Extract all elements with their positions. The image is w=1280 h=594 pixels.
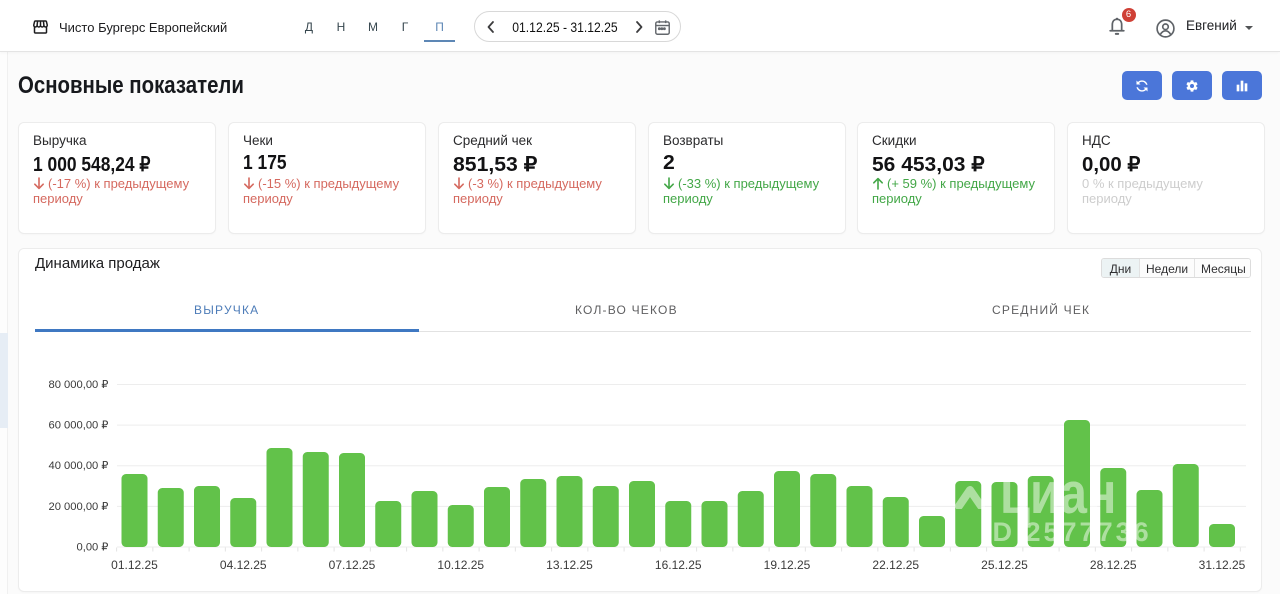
- svg-text:16.12.25: 16.12.25: [655, 558, 702, 572]
- svg-text:07.12.25: 07.12.25: [329, 558, 376, 572]
- svg-text:22.12.25: 22.12.25: [872, 558, 919, 572]
- svg-text:40 000,00 ₽: 40 000,00 ₽: [49, 460, 109, 472]
- svg-text:04.12.25: 04.12.25: [220, 558, 267, 572]
- svg-text:31.12.25: 31.12.25: [1199, 558, 1246, 572]
- svg-text:13.12.25: 13.12.25: [546, 558, 593, 572]
- svg-text:60 000,00 ₽: 60 000,00 ₽: [49, 420, 109, 432]
- svg-text:28.12.25: 28.12.25: [1090, 558, 1137, 572]
- svg-text:10.12.25: 10.12.25: [437, 558, 484, 572]
- svg-text:01.12.25: 01.12.25: [111, 558, 158, 572]
- svg-text:80 000,00 ₽: 80 000,00 ₽: [49, 379, 109, 391]
- svg-text:25.12.25: 25.12.25: [981, 558, 1028, 572]
- svg-text:19.12.25: 19.12.25: [764, 558, 811, 572]
- svg-text:20 000,00 ₽: 20 000,00 ₽: [49, 501, 109, 513]
- svg-text:0,00 ₽: 0,00 ₽: [76, 541, 108, 553]
